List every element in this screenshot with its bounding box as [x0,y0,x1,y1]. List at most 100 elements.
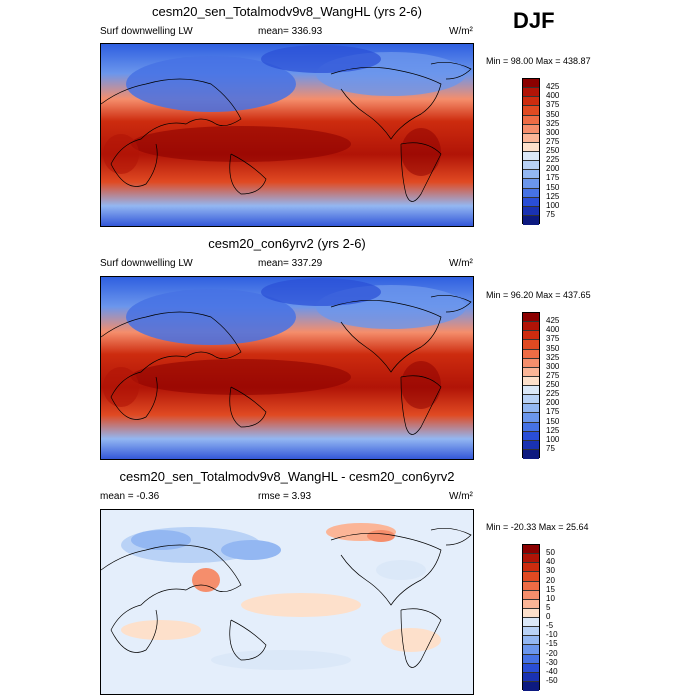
colorbar-swatch [523,322,539,332]
colorbar-tick-label: 100 [546,200,560,210]
colorbar-tick-label: 425 [546,316,560,326]
colorbar-tick-label: 10 [546,593,555,603]
panel1-mean-label: mean= 336.93 [258,26,323,37]
colorbar-tick-label: 200 [546,164,560,174]
colorbar-swatch [523,386,539,396]
panel2-units-label: W/m² [449,258,473,269]
colorbar-swatch [523,170,539,180]
colorbar-swatch [523,331,539,341]
colorbar-tick-label: 425 [546,82,560,92]
panel1-variable-label: Surf downwelling LW [100,26,193,37]
colorbar-tick-label: 5 [546,602,551,612]
panel3-minmax: Min = -20.33 Max = 25.64 [486,522,589,532]
panel3-colorbar [522,544,540,691]
colorbar-tick-label: 375 [546,334,560,344]
colorbar-tick-label: 100 [546,434,560,444]
panel1-units-label: W/m² [449,26,473,37]
colorbar-tick-label: 200 [546,398,560,408]
panel1-minmax: Min = 98.00 Max = 438.87 [486,56,591,66]
panel1-map-graphic [101,44,473,226]
colorbar-swatch [523,627,539,637]
colorbar-swatch [523,79,539,89]
colorbar-tick-label: 175 [546,407,560,417]
colorbar-swatch [523,681,539,691]
colorbar-swatch [523,663,539,673]
colorbar-tick-label: 400 [546,91,560,101]
colorbar-tick-label: 0 [546,612,551,621]
panel1-map [100,43,474,227]
colorbar-tick-label: -20 [546,648,558,658]
colorbar-tick-label: 30 [546,566,555,576]
colorbar-swatch [523,431,539,441]
colorbar-tick-label: -15 [546,639,558,649]
panel3-mean-label: mean = -0.36 [100,491,160,502]
colorbar-swatch [523,358,539,368]
colorbar-swatch [523,572,539,582]
colorbar-swatch [523,188,539,198]
colorbar-swatch [523,449,539,459]
panel2-mean-label: mean= 337.29 [258,258,323,269]
colorbar-tick-label: 15 [546,584,555,594]
panel1-colorbar [522,78,540,225]
colorbar-tick-label: 350 [546,343,560,353]
colorbar-tick-label: 250 [546,380,560,389]
colorbar-tick-label: 50 [546,548,555,558]
colorbar-tick-label: -10 [546,630,558,640]
colorbar-swatch [523,215,539,225]
colorbar-tick-label: 275 [546,370,560,380]
colorbar-swatch [523,599,539,609]
panel3-rmse-label: rmse = 3.93 [258,491,312,502]
colorbar-swatch [523,581,539,591]
colorbar-swatch [523,590,539,600]
colorbar-tick-label: 300 [546,361,560,371]
colorbar-swatch [523,672,539,682]
colorbar-tick-label: -40 [546,666,558,676]
colorbar-tick-label: 125 [546,191,560,201]
colorbar-swatch [523,124,539,134]
colorbar-tick-label: 350 [546,109,560,119]
colorbar-swatch [523,152,539,162]
colorbar-swatch [523,618,539,628]
colorbar-tick-label: 250 [546,146,560,155]
colorbar-tick-label: -5 [546,621,554,631]
colorbar-swatch [523,88,539,98]
colorbar-swatch [523,367,539,377]
colorbar-swatch [523,636,539,646]
colorbar-tick-label: 125 [546,425,560,435]
season-label: DJF [513,8,555,33]
panel3-map-graphic [101,510,473,694]
colorbar-swatch [523,376,539,386]
panel2-map [100,276,474,460]
colorbar-swatch [523,349,539,359]
colorbar-swatch [523,404,539,414]
colorbar-tick-label: 75 [546,209,555,219]
colorbar-swatch [523,197,539,207]
colorbar-tick-label: 20 [546,575,555,585]
colorbar-swatch [523,115,539,125]
colorbar-swatch [523,97,539,107]
colorbar-tick-label: 375 [546,100,560,110]
colorbar-tick-label: -50 [546,675,558,685]
panel3-map [100,509,474,695]
colorbar-swatch [523,654,539,664]
panel1-title: cesm20_sen_Totalmodv9v8_WangHL (yrs 2-6) [152,4,422,19]
colorbar-swatch [523,106,539,116]
colorbar-swatch [523,563,539,573]
panel2-variable-label: Surf downwelling LW [100,258,193,269]
panel3-title: cesm20_sen_Totalmodv9v8_WangHL - cesm20_… [119,469,455,484]
colorbar-swatch [523,554,539,564]
colorbar-swatch [523,142,539,152]
colorbar-tick-label: 275 [546,136,560,146]
colorbar-swatch [523,395,539,405]
colorbar-tick-label: 150 [546,182,560,192]
colorbar-swatch [523,206,539,216]
colorbar-tick-label: 75 [546,443,555,453]
colorbar-swatch [523,179,539,189]
panel2-colorbar [522,312,540,459]
colorbar-tick-label: 400 [546,325,560,335]
colorbar-swatch [523,313,539,323]
colorbar-tick-label: 300 [546,127,560,137]
panel3-units-label: W/m² [449,491,473,502]
colorbar-swatch [523,422,539,432]
colorbar-swatch [523,413,539,423]
